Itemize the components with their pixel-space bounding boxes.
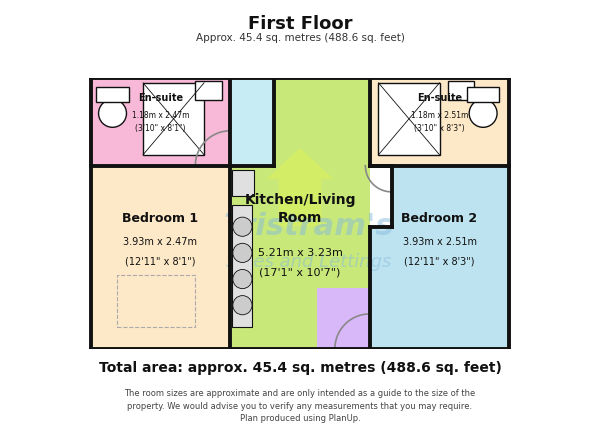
Bar [230,78,274,166]
Bar [96,87,128,102]
Text: (12'11" x 8'3"): (12'11" x 8'3") [404,257,475,266]
Bar [379,83,440,155]
Text: 3.93m x 2.51m: 3.93m x 2.51m [403,237,476,247]
Text: En-suite: En-suite [138,93,183,103]
Bar [117,275,196,327]
Text: The room sizes are approximate and are only intended as a guide to the size of t: The room sizes are approximate and are o… [124,389,476,398]
Text: Plan produced using PlanUp.: Plan produced using PlanUp. [239,414,361,423]
Circle shape [233,269,252,289]
Text: 1.18m x 2.47m: 1.18m x 2.47m [132,111,189,120]
Text: Approx. 45.4 sq. metres (488.6 sq. feet): Approx. 45.4 sq. metres (488.6 sq. feet) [196,34,404,43]
Text: Bedroom 1: Bedroom 1 [122,211,199,225]
Circle shape [204,105,396,296]
Text: En-suite: En-suite [417,93,462,103]
Bar [91,78,230,166]
Text: (3'10" x 8'1"): (3'10" x 8'1") [135,124,186,133]
Bar [370,166,509,349]
Circle shape [233,217,252,236]
Bar [143,83,204,155]
Bar [230,78,370,349]
Bar [448,81,475,100]
Text: 5.21m x 3.23m: 5.21m x 3.23m [257,248,343,258]
Text: Sales and Lettings: Sales and Lettings [226,252,391,271]
Bar [232,170,254,196]
Bar [317,288,370,349]
Bar [370,78,509,166]
Text: Bedroom 2: Bedroom 2 [401,211,478,225]
Text: First Floor: First Floor [248,15,352,33]
Bar [467,87,499,102]
Circle shape [233,296,252,315]
Text: property. We would advise you to verify any measurements that you may require.: property. We would advise you to verify … [127,402,473,411]
Text: (12'11" x 8'1"): (12'11" x 8'1") [125,257,196,266]
Polygon shape [266,148,334,226]
Circle shape [469,99,497,127]
Text: Total area: approx. 45.4 sq. metres (488.6 sq. feet): Total area: approx. 45.4 sq. metres (488… [98,361,502,375]
Circle shape [233,243,252,262]
Bar [232,205,252,327]
Bar [196,81,221,100]
Bar [91,166,230,349]
Circle shape [98,99,127,127]
Bar [370,166,392,227]
Text: 1.18m x 2.51m: 1.18m x 2.51m [411,111,468,120]
Text: (17'1" x 10'7"): (17'1" x 10'7") [259,268,341,277]
Text: 3.93m x 2.47m: 3.93m x 2.47m [124,237,197,247]
Text: (3'10" x 8'3"): (3'10" x 8'3") [414,124,465,133]
Text: Kitchen/Living
Room: Kitchen/Living Room [244,193,356,225]
Text: Tristram's: Tristram's [223,212,394,241]
